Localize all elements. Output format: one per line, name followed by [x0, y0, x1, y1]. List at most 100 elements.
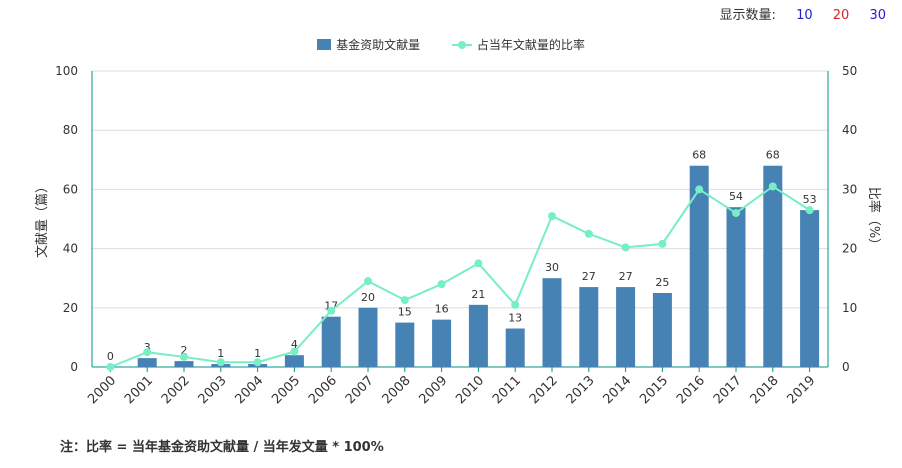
y2-tick-label: 10	[842, 301, 857, 315]
x-tick-label: 2007	[343, 373, 377, 407]
x-tick-label: 2018	[748, 373, 782, 407]
bar	[689, 165, 709, 367]
ratio-point	[805, 206, 814, 215]
ratio-point	[768, 182, 777, 191]
x-tick-label: 2006	[306, 373, 340, 407]
bar-data-label: 27	[582, 270, 596, 283]
bar	[358, 307, 378, 367]
bar	[579, 287, 599, 367]
bar	[395, 322, 415, 367]
bar-data-label: 20	[361, 291, 375, 304]
bar-data-label: 1	[254, 347, 261, 360]
x-tick-label: 2008	[380, 373, 414, 407]
legend-item-funded-count[interactable]: 基金资助文献量	[317, 36, 420, 53]
ratio-point	[695, 185, 704, 194]
display-count-option-10[interactable]: 10	[796, 8, 813, 23]
ratio-point	[437, 280, 446, 289]
x-tick-label: 2003	[196, 373, 230, 407]
bar-data-label: 0	[107, 350, 114, 363]
bar-swatch-icon	[317, 39, 332, 50]
x-tick-label: 2005	[269, 373, 303, 407]
bar-data-label: 21	[471, 288, 485, 301]
x-tick-label: 2004	[232, 373, 266, 407]
ratio-point	[400, 296, 409, 305]
display-count-bar: 显示数量: 10 20 30	[720, 4, 886, 23]
ratio-point	[511, 300, 520, 309]
footnote: 注：比率 = 当年基金资助文献量 / 当年发文量 * 100%	[60, 440, 384, 455]
ratio-point	[143, 348, 152, 357]
bar	[763, 165, 783, 367]
ratio-point	[658, 239, 667, 248]
bar	[616, 287, 636, 367]
ratio-point	[364, 277, 372, 286]
y-tick-label: 60	[63, 182, 78, 196]
x-tick-label: 2011	[490, 373, 524, 407]
y2-tick-label: 20	[842, 242, 857, 256]
legend-label-funded-count: 基金资助文献量	[336, 38, 421, 52]
ratio-point	[253, 358, 262, 367]
bar-data-label: 27	[619, 270, 633, 283]
bar-data-label: 1	[217, 347, 224, 360]
ratio-point	[327, 306, 336, 315]
y2-tick-label: 50	[842, 64, 857, 78]
y2-tick-label: 40	[842, 123, 857, 137]
bar	[726, 207, 746, 367]
ratio-point	[584, 229, 593, 238]
y-tick-label: 0	[70, 360, 78, 374]
x-tick-label: 2013	[564, 373, 598, 407]
bar	[468, 304, 488, 367]
bar	[800, 210, 820, 367]
x-tick-label: 2012	[527, 373, 561, 407]
ratio-line	[110, 185, 811, 368]
ratio-point	[621, 243, 630, 252]
bar-data-label: 68	[766, 149, 780, 162]
ratio-point	[548, 212, 556, 221]
display-count-option-20[interactable]: 20	[832, 8, 850, 23]
x-tick-label: 2002	[159, 373, 193, 407]
bar-data-label: 68	[692, 149, 706, 162]
bar-data-label: 2	[181, 344, 188, 357]
bar-data-label: 54	[729, 190, 743, 203]
x-tick-label: 2000	[85, 373, 119, 407]
ratio-point	[106, 363, 115, 371]
ratio-point	[474, 259, 483, 268]
bar-data-label: 30	[545, 261, 559, 274]
x-tick-label: 2010	[453, 373, 487, 407]
bar-data-label: 16	[435, 303, 449, 316]
x-tick-label: 2016	[674, 373, 708, 407]
y-tick-label: 80	[63, 123, 78, 137]
y2-tick-label: 0	[842, 360, 850, 374]
y2-axis-title: 比率（%）	[866, 187, 882, 251]
bar-data-label: 25	[655, 276, 669, 289]
bar-data-label: 15	[398, 306, 412, 319]
bar-data-label: 4	[291, 338, 298, 351]
x-tick-label: 2014	[600, 373, 634, 407]
bar	[137, 358, 157, 367]
display-count-option-30[interactable]: 30	[869, 8, 886, 23]
legend-item-ratio[interactable]: 占当年文献量的比率	[451, 36, 585, 53]
x-tick-label: 2019	[784, 373, 818, 407]
legend-label-ratio: 占当年文献量的比率	[476, 38, 585, 52]
bar	[652, 293, 672, 367]
display-count-label: 显示数量:	[719, 8, 776, 23]
bar	[321, 316, 341, 367]
x-tick-label: 2009	[416, 373, 450, 407]
bar	[174, 361, 194, 367]
y2-tick-label: 30	[842, 182, 857, 196]
ratio-point	[732, 209, 740, 218]
bar	[284, 355, 304, 367]
chart-legend: 基金资助文献量 占当年文献量的比率	[0, 36, 902, 53]
y-tick-label: 20	[63, 301, 78, 315]
y-axis-title: 文献量（篇）	[35, 180, 50, 258]
bar	[432, 319, 452, 367]
x-tick-label: 2017	[711, 373, 745, 407]
bar-data-label: 53	[803, 193, 817, 206]
y-tick-label: 100	[55, 64, 78, 78]
ratio-point	[290, 347, 299, 356]
x-tick-label: 2015	[637, 373, 671, 407]
x-tick-label: 2001	[122, 373, 156, 407]
bar-data-label: 3	[144, 341, 151, 354]
bar	[505, 328, 525, 367]
ratio-point	[216, 358, 225, 367]
